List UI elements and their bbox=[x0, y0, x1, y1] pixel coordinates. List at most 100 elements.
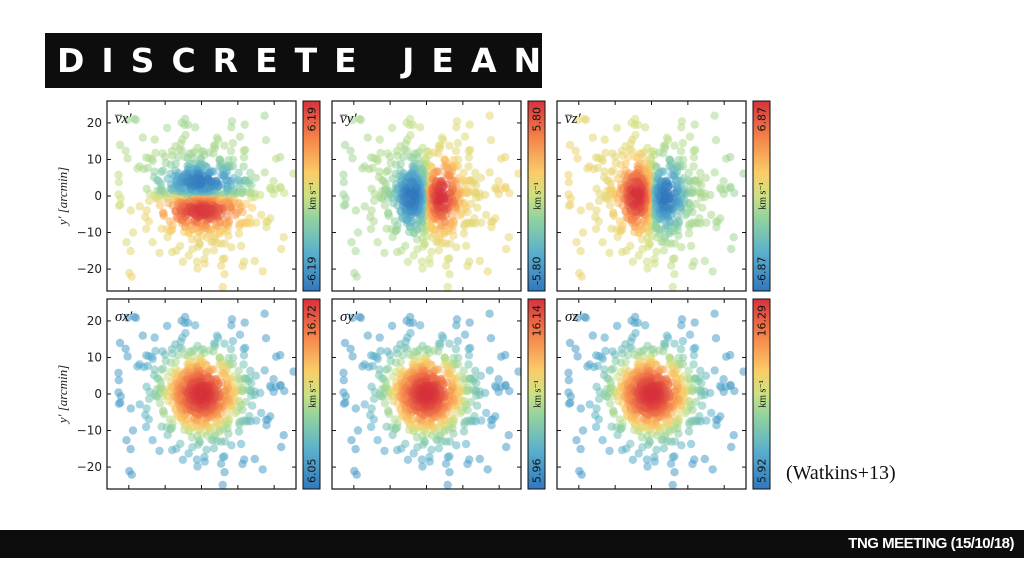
star-point bbox=[598, 238, 607, 247]
star-point bbox=[280, 386, 289, 396]
star-points bbox=[114, 309, 296, 489]
star-point bbox=[340, 140, 350, 150]
star-point bbox=[674, 429, 683, 438]
star-point bbox=[373, 238, 382, 247]
colorbar-unit-label: km s⁻¹ bbox=[308, 182, 319, 209]
star-point bbox=[402, 118, 411, 127]
star-point bbox=[383, 347, 392, 356]
star-point bbox=[382, 365, 391, 374]
star-point bbox=[564, 190, 573, 199]
star-point bbox=[445, 141, 454, 150]
star-point bbox=[387, 321, 397, 331]
star-point bbox=[200, 457, 209, 466]
star-point bbox=[144, 394, 154, 404]
star-point bbox=[350, 268, 359, 278]
star-point bbox=[260, 111, 269, 120]
star-point bbox=[200, 259, 209, 268]
star-point bbox=[696, 168, 705, 177]
star-point bbox=[591, 410, 600, 420]
star-point bbox=[339, 376, 348, 385]
star-point bbox=[367, 184, 376, 193]
star-point bbox=[142, 382, 151, 391]
star-point bbox=[209, 149, 218, 158]
star-point bbox=[239, 360, 248, 369]
star-point bbox=[652, 247, 661, 256]
star-point bbox=[691, 343, 700, 353]
star-point bbox=[459, 427, 469, 436]
star-point bbox=[460, 132, 470, 141]
colorbar-unit-label: km s⁻¹ bbox=[533, 380, 544, 407]
star-point bbox=[481, 388, 490, 398]
y-tick-label: 20 bbox=[87, 314, 102, 328]
star-point bbox=[576, 246, 585, 256]
star-point bbox=[630, 312, 640, 322]
star-point bbox=[442, 368, 451, 377]
star-point bbox=[564, 388, 573, 397]
star-point bbox=[452, 315, 462, 324]
star-point bbox=[463, 405, 472, 415]
star-point bbox=[279, 431, 288, 440]
star-point bbox=[459, 366, 468, 375]
star-point bbox=[684, 168, 693, 177]
star-point bbox=[643, 341, 652, 350]
star-point bbox=[719, 177, 728, 186]
star-point bbox=[445, 270, 454, 279]
star-point bbox=[417, 257, 427, 266]
star-point bbox=[572, 238, 581, 247]
star-point bbox=[193, 462, 202, 471]
star-point bbox=[216, 261, 226, 270]
star-point bbox=[353, 426, 363, 435]
colorbar bbox=[527, 298, 546, 490]
star-point bbox=[142, 351, 151, 360]
star-point bbox=[246, 168, 255, 177]
star-point bbox=[465, 120, 474, 129]
star-point bbox=[363, 133, 372, 142]
star-point bbox=[367, 351, 376, 360]
star-point bbox=[351, 444, 360, 454]
star-point bbox=[688, 405, 697, 415]
star-point bbox=[218, 452, 227, 462]
star-point bbox=[409, 449, 418, 458]
star-point bbox=[277, 442, 286, 452]
star-point bbox=[730, 188, 739, 198]
star-point bbox=[174, 152, 183, 162]
star-point bbox=[642, 455, 652, 464]
star-point bbox=[501, 350, 510, 360]
star-point bbox=[689, 351, 699, 360]
star-point bbox=[355, 114, 364, 124]
star-point bbox=[668, 452, 677, 462]
star-point bbox=[726, 182, 735, 192]
star-point bbox=[611, 356, 620, 366]
star-point bbox=[155, 201, 165, 210]
star-point bbox=[187, 433, 197, 442]
star-point bbox=[504, 431, 513, 440]
star-point bbox=[643, 264, 652, 273]
star-point bbox=[227, 315, 237, 324]
star-point bbox=[417, 455, 427, 464]
star-point bbox=[226, 206, 235, 215]
star-point bbox=[573, 115, 582, 125]
star-point bbox=[220, 270, 229, 279]
star-point bbox=[591, 224, 601, 234]
star-point bbox=[564, 170, 573, 179]
star-point bbox=[269, 177, 278, 186]
star-point bbox=[238, 459, 247, 469]
star-point bbox=[452, 441, 461, 450]
star-point bbox=[261, 136, 271, 145]
star-point bbox=[607, 422, 616, 431]
star-point bbox=[621, 159, 630, 168]
star-point bbox=[384, 409, 394, 419]
star-point bbox=[352, 470, 361, 479]
star-point bbox=[181, 328, 190, 338]
star-point bbox=[223, 410, 232, 419]
star-point bbox=[477, 218, 486, 227]
star-point bbox=[612, 321, 622, 331]
star-point bbox=[726, 152, 735, 162]
star-point bbox=[505, 386, 514, 396]
star-point bbox=[235, 330, 245, 339]
footer-bar: TNG MEETING (15/10/18) bbox=[0, 530, 1024, 558]
star-point bbox=[638, 443, 647, 452]
star-point bbox=[708, 267, 717, 276]
star-point bbox=[388, 430, 397, 440]
star-point bbox=[279, 233, 288, 242]
